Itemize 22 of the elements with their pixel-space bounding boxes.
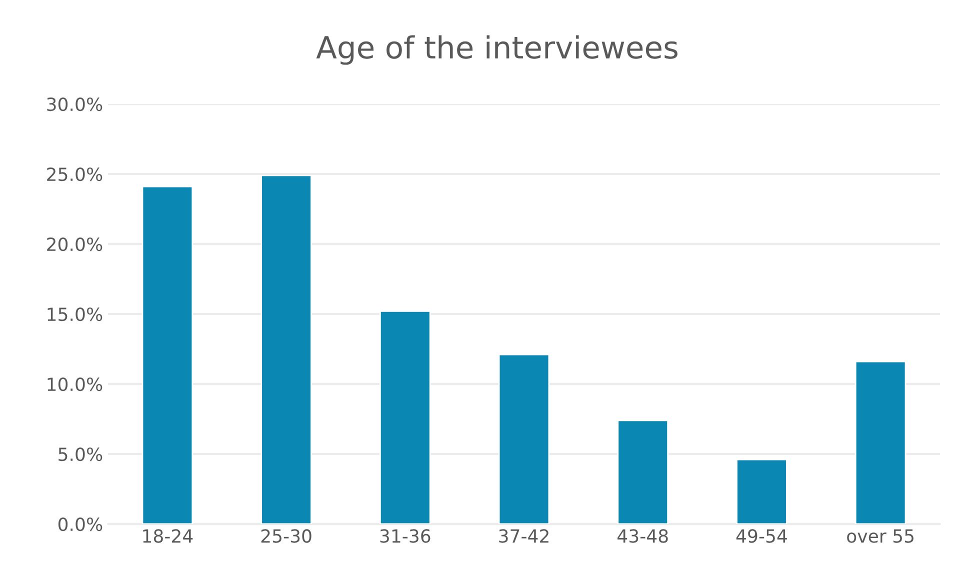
x-tick-label: 18-24 [143,529,193,543]
y-tick-label: 30.0% [47,97,102,112]
x-tick-label: 25-30 [261,529,312,543]
x-tick-label: 31-36 [380,529,430,543]
chart-title: Age of the interviewees [316,35,678,65]
y-tick-label: 0.0% [58,517,102,532]
y-tick-label: 5.0% [58,447,102,462]
bar [736,458,788,524]
y-tick-label: 25.0% [47,167,102,182]
bar [617,420,669,524]
bar [498,354,550,524]
bar [142,186,194,524]
x-tick-label: 43-48 [618,529,668,543]
y-tick-label: 10.0% [48,377,102,392]
x-tick-label: 37-42 [499,529,548,543]
x-tick-label: 49-54 [736,529,787,543]
y-tick-label: 15.0% [48,307,102,322]
bar [379,310,431,524]
bar [854,360,906,524]
bar [260,174,312,524]
y-tick-label: 20.0% [47,237,102,252]
x-tick-label: over 55 [847,529,914,543]
